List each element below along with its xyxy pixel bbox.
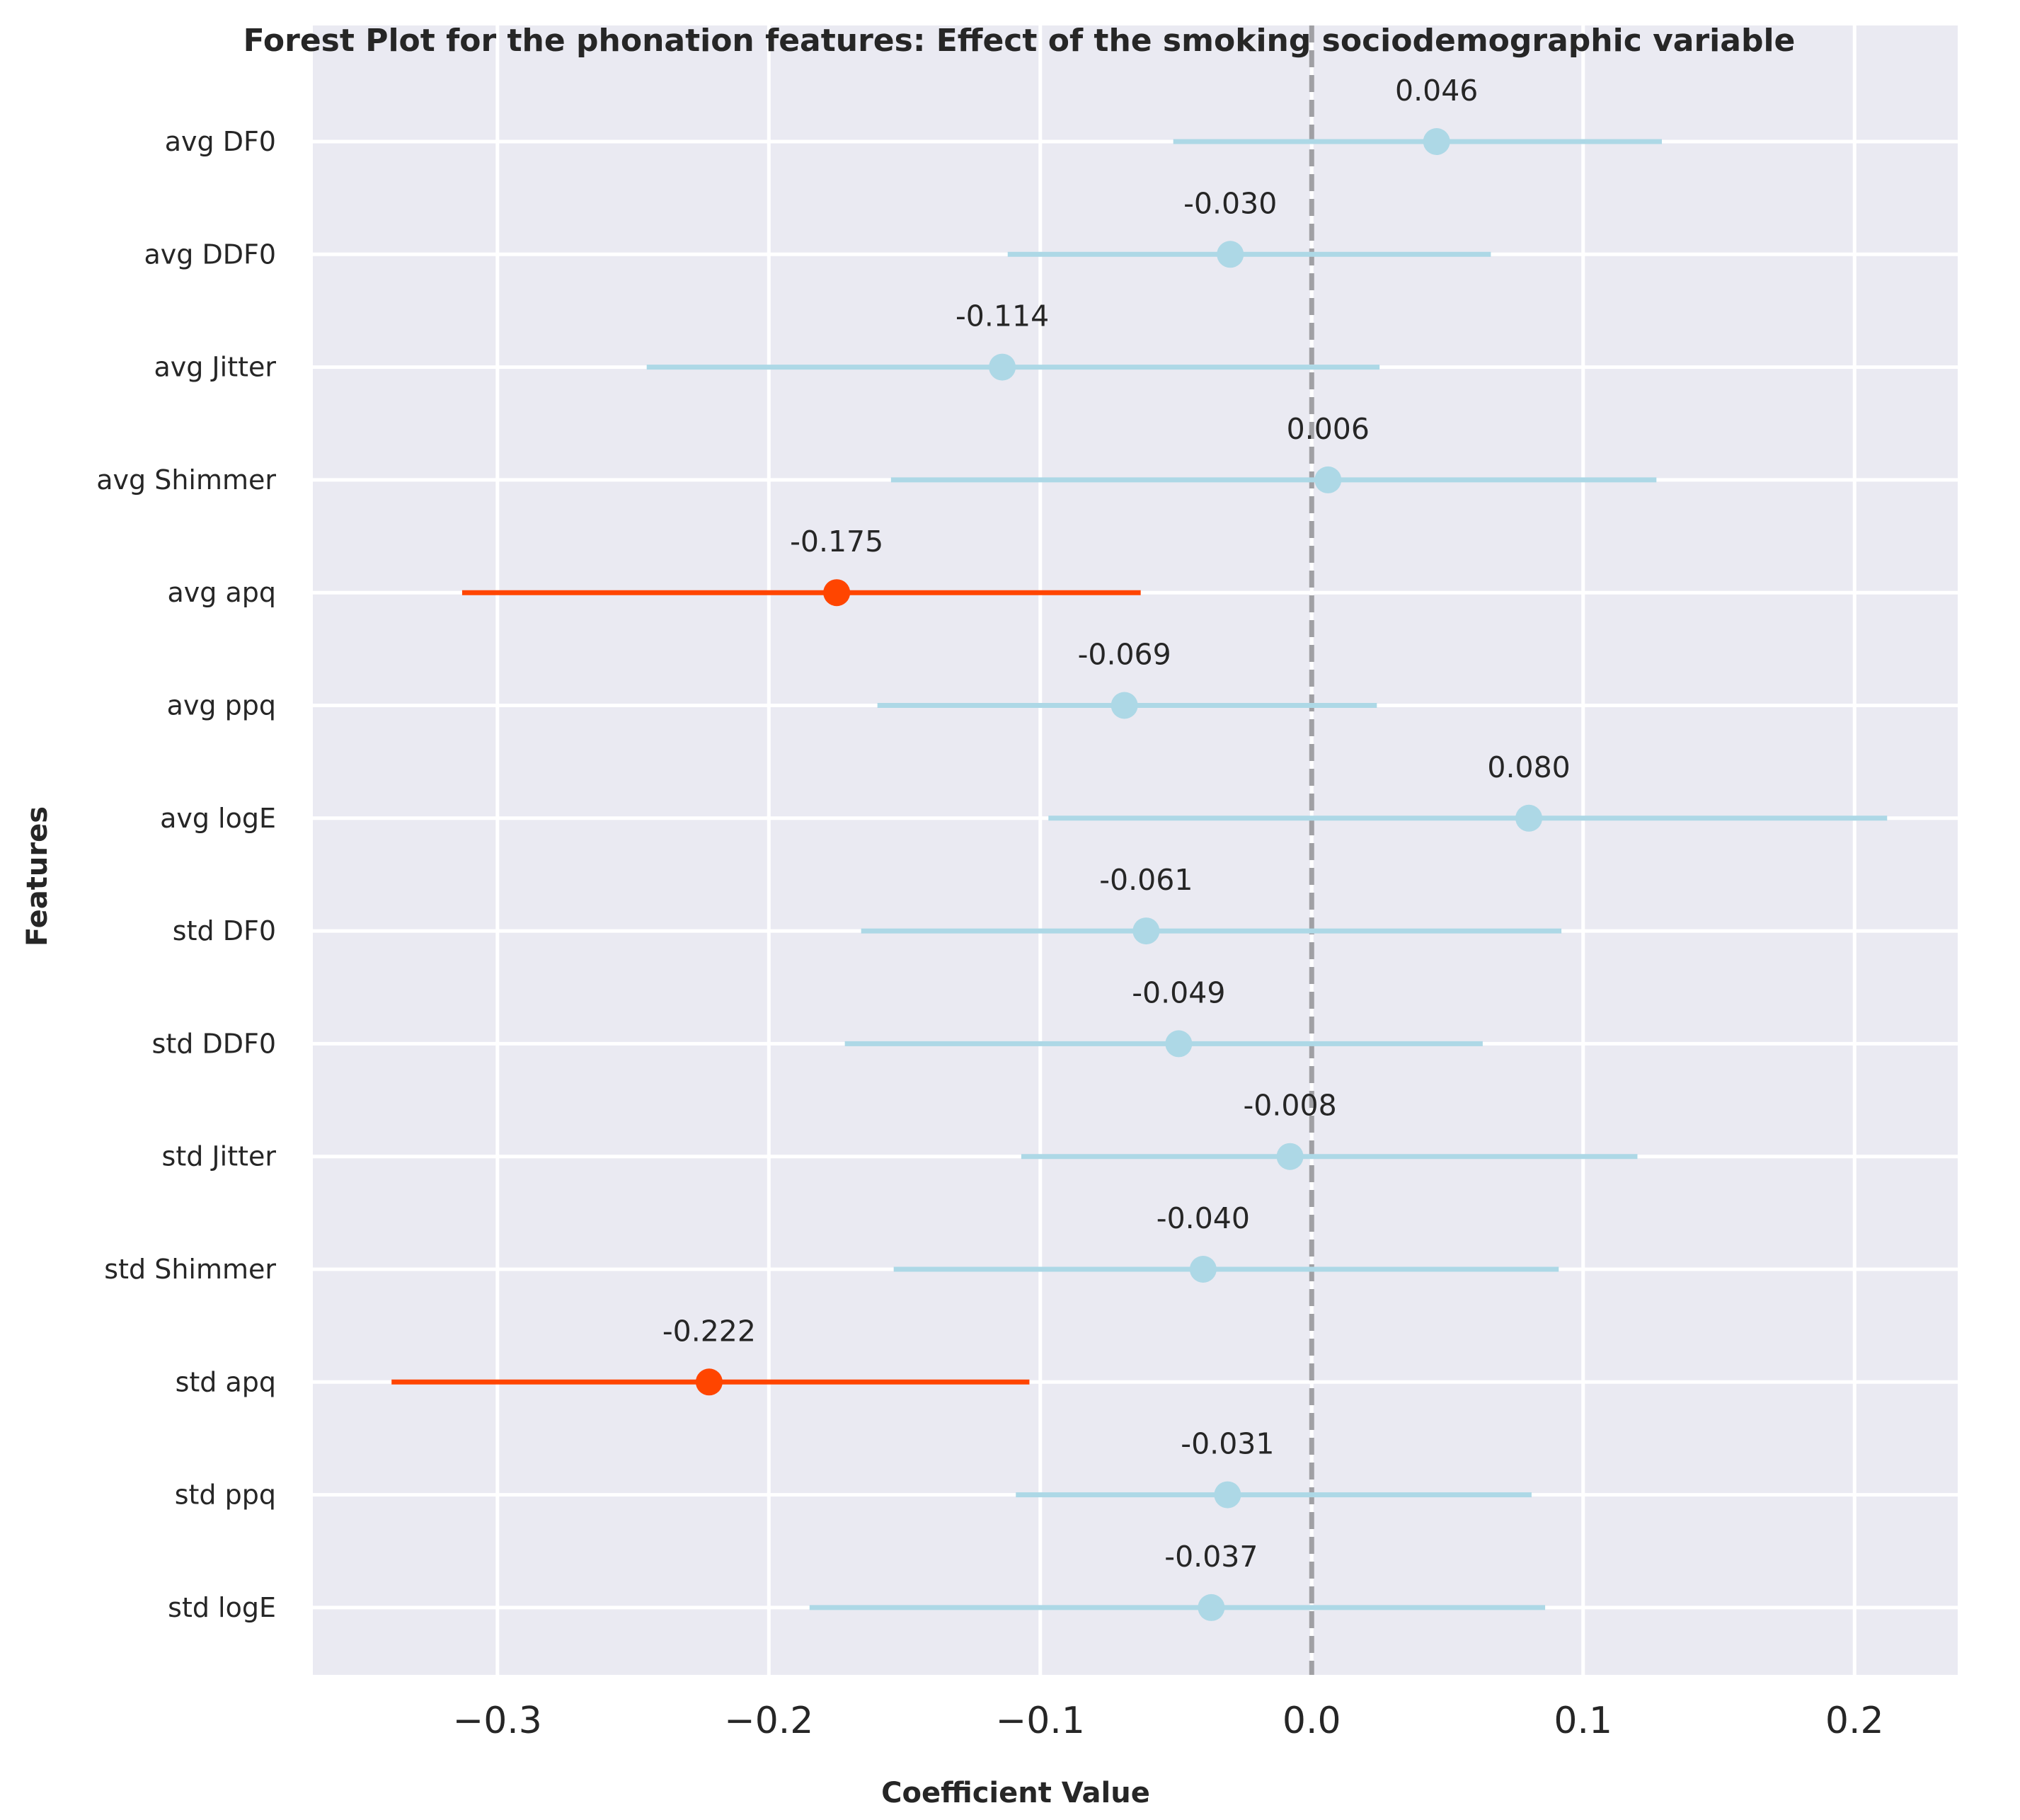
coefficient-label: -0.037 [1164,1540,1258,1574]
coefficient-point [1111,692,1138,719]
coefficient-label: -0.175 [790,525,883,559]
coefficient-point [1132,917,1160,945]
coefficient-label: -0.069 [1078,638,1171,672]
y-tick-label: avg ppq [167,690,276,721]
y-tick-label: avg logE [160,803,276,834]
x-tick-label: 0.1 [1554,1700,1612,1742]
coefficient-label: -0.114 [956,299,1049,333]
x-tick-label: 0.2 [1825,1700,1884,1742]
plot-area [313,25,1958,1675]
y-tick-label: avg Jitter [154,352,276,383]
coefficient-point [1217,241,1244,268]
coefficient-point [1198,1593,1225,1621]
y-axis-label: Features [21,806,54,946]
y-tick-label: avg apq [167,577,276,608]
y-tick-label: avg DDF0 [144,239,276,270]
coefficient-label: -0.031 [1181,1427,1274,1461]
coefficient-label: -0.049 [1132,975,1225,1009]
y-tick-label: avg Shimmer [96,464,276,496]
coefficient-point [823,579,851,607]
x-tick-label: −0.2 [724,1700,813,1742]
coefficient-label: 0.080 [1487,750,1570,784]
y-tick-label: std Jitter [162,1141,277,1172]
x-tick-labels: −0.3 −0.2 −0.1 0.0 0.1 0.2 [453,1700,1884,1742]
coefficient-point [1214,1481,1241,1509]
y-tick-label: std logE [168,1592,276,1623]
y-tick-label: std DDF0 [152,1028,276,1059]
x-axis-label: Coefficient Value [881,1777,1150,1809]
marks-layer: 0.046 -0.030 -0.114 0.006 -0.175 -0.069 0.080 -… [391,74,1888,1621]
coefficient-point [1165,1030,1193,1058]
y-tick-label: std ppq [175,1480,276,1511]
y-tick-label: std Shimmer [104,1254,276,1285]
coefficient-point [695,1368,723,1396]
coefficient-point [1515,804,1543,832]
coefficient-label: -0.222 [662,1314,756,1348]
coefficient-point [1276,1143,1304,1170]
coefficient-label: 0.006 [1287,412,1370,446]
y-tick-labels: avg DF0 avg DDF0 avg Jitter avg Shimmer avg … [96,126,276,1623]
x-tick-label: −0.1 [996,1700,1085,1742]
x-tick-label: 0.0 [1282,1700,1341,1742]
chart-title: Forest Plot for the phonation features: … [243,23,1796,59]
y-tick-label: avg DF0 [165,126,276,157]
coefficient-point [1314,466,1342,493]
y-tick-label: std DF0 [173,915,276,946]
coefficient-point [1423,128,1450,155]
coefficient-point [989,353,1016,381]
coefficient-label: -0.030 [1183,186,1277,220]
coefficient-label: -0.040 [1157,1201,1250,1235]
coefficient-label: 0.046 [1395,74,1478,108]
y-tick-label: std apq [176,1366,276,1397]
x-tick-label: −0.3 [453,1700,542,1742]
coefficient-label: -0.008 [1244,1089,1337,1123]
coefficient-point [1189,1256,1217,1283]
coefficient-label: -0.061 [1099,863,1193,897]
